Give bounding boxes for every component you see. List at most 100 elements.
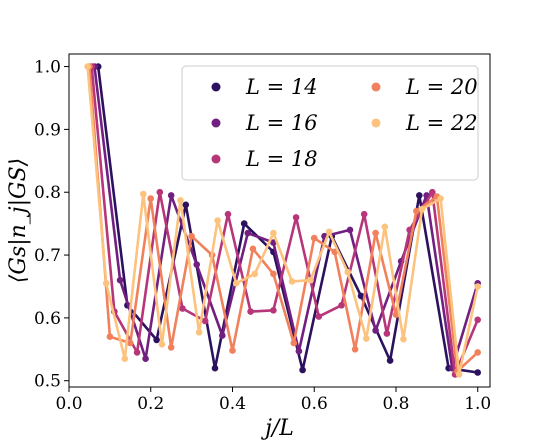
legend-label: L = 16 (245, 111, 318, 135)
data-point (270, 307, 277, 314)
data-point (383, 330, 391, 337)
legend-marker (211, 154, 221, 164)
data-point (400, 335, 407, 343)
legend: L = 14 L = 16 L = 18 L = 20 L = 22 (181, 65, 479, 181)
data-point (142, 355, 149, 363)
y-tick-label: 0.9 (34, 120, 61, 140)
data-point (247, 308, 254, 315)
data-point (188, 232, 195, 240)
data-point (292, 214, 300, 221)
plot-frame (68, 53, 491, 388)
data-point (351, 346, 359, 353)
data-point (310, 234, 318, 242)
series-5 (84, 63, 482, 378)
data-point (249, 245, 257, 253)
data-point (177, 197, 184, 204)
data-point (201, 317, 209, 325)
x-tick-label: 1.0 (464, 394, 491, 414)
data-point (455, 371, 463, 378)
y-tick-label: 0.8 (34, 183, 61, 203)
y-tick-label: 0.7 (34, 246, 61, 266)
data-point (338, 302, 345, 309)
data-point (381, 223, 389, 231)
data-point (193, 261, 200, 268)
data-point (299, 366, 306, 374)
data-point (167, 192, 175, 199)
data-point (474, 316, 482, 324)
data-point (360, 210, 368, 218)
data-point (386, 357, 394, 364)
y-tick-label: 0.6 (34, 309, 61, 329)
data-point (116, 276, 124, 284)
legend-box (181, 65, 479, 181)
data-point (474, 283, 482, 290)
series-line (86, 66, 479, 376)
data-point (270, 229, 277, 237)
data-point (102, 280, 110, 287)
data-point (418, 205, 426, 213)
data-point (167, 344, 175, 351)
legend-marker (371, 82, 381, 92)
data-point (244, 229, 252, 237)
x-tick-label: 0.6 (301, 394, 328, 414)
data-point (133, 349, 141, 356)
data-point (270, 270, 277, 278)
data-point (153, 336, 160, 344)
data-point (211, 364, 219, 372)
data-point (229, 347, 236, 354)
data-point (357, 292, 365, 300)
data-point (363, 335, 370, 342)
data-point (315, 313, 323, 320)
data-point (214, 217, 221, 224)
legend-marker (211, 82, 221, 92)
x-axis-label: j/L (260, 416, 294, 441)
data-point (372, 229, 379, 237)
data-point (474, 349, 482, 356)
data-point (127, 339, 134, 347)
data-point (344, 268, 352, 276)
data-point (179, 305, 186, 312)
y-tick-label: 1.0 (34, 58, 61, 78)
legend-label: L = 22 (405, 111, 478, 135)
data-point (307, 276, 314, 284)
x-tick-label: 0.4 (219, 394, 246, 414)
x-tick-label: 0.2 (137, 394, 164, 414)
ticks-layer: 0.0 0.2 0.4 0.6 0.8 1.0 0.5 0.6 0.7 0.8 0.9 1.0 (34, 58, 491, 414)
data-point (416, 192, 423, 199)
data-point (346, 226, 354, 234)
data-point (147, 195, 154, 202)
y-tick-label: 0.5 (34, 372, 61, 392)
legend-item: L = 18 (211, 147, 318, 171)
data-point (290, 339, 298, 347)
data-point (413, 207, 420, 215)
data-point (288, 278, 296, 285)
data-point (437, 195, 444, 202)
legend-item: L = 22 (371, 111, 478, 135)
data-point (219, 332, 226, 339)
data-point (372, 327, 379, 334)
legend-marker (211, 118, 221, 128)
series-layer (84, 63, 482, 378)
data-point (240, 220, 248, 227)
data-point (121, 355, 129, 363)
data-point (474, 369, 482, 376)
data-point (158, 341, 166, 348)
x-tick-label: 0.8 (382, 394, 409, 414)
data-point (156, 188, 164, 196)
legend-item: L = 20 (371, 75, 478, 99)
legend-marker (371, 118, 381, 128)
data-point (325, 228, 333, 236)
data-point (295, 347, 303, 355)
x-tick-label: 0.0 (55, 394, 82, 414)
legend-item: L = 14 (211, 75, 318, 99)
data-point (224, 210, 232, 218)
legend-label: L = 14 (245, 75, 318, 99)
data-point (182, 201, 190, 209)
series-line (88, 66, 479, 373)
legend-label: L = 18 (245, 147, 318, 171)
data-point (195, 329, 203, 336)
data-point (106, 333, 114, 341)
y-axis-label: ⟨Gs|n_j|GS⟩ (6, 158, 31, 284)
data-point (251, 270, 259, 278)
